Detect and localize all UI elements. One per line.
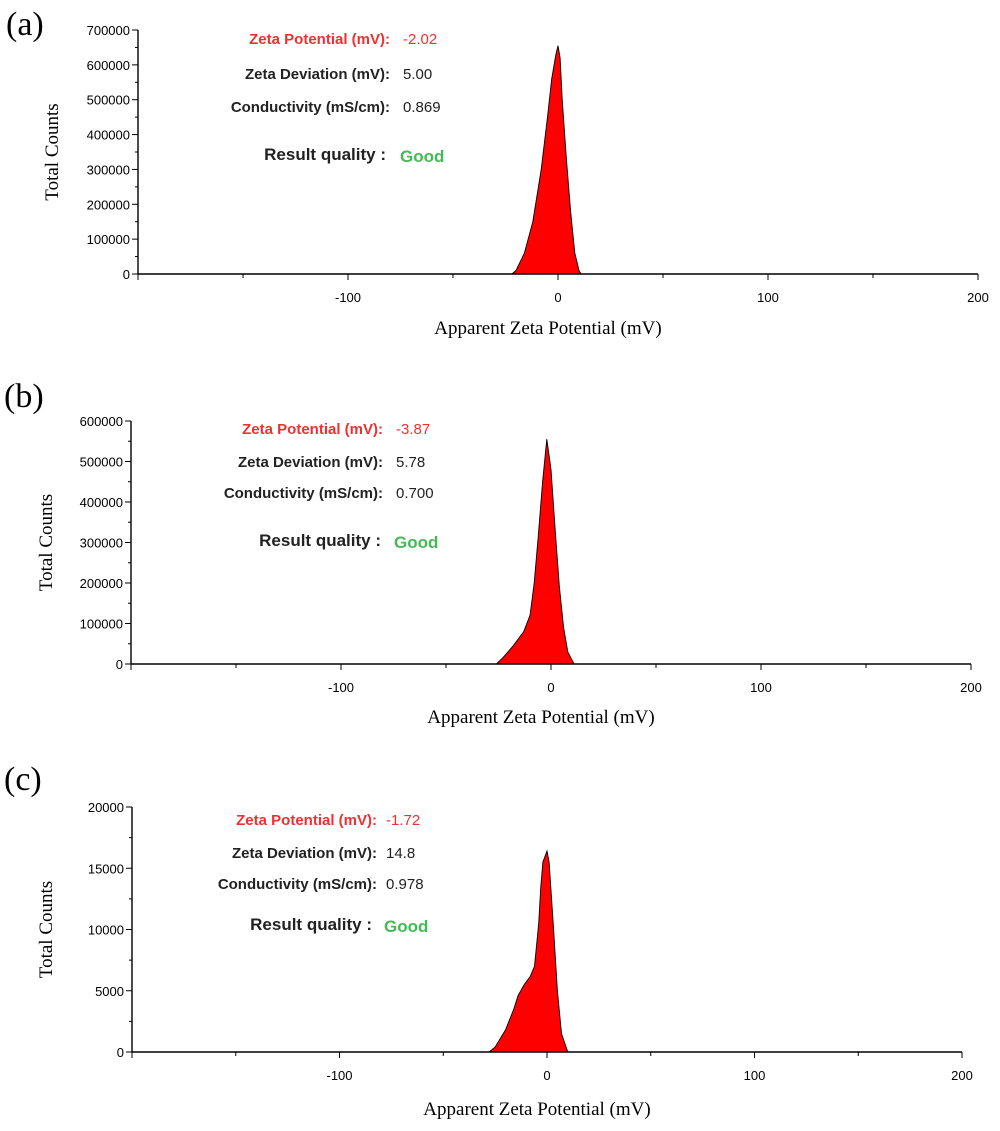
zeta-potential-value: -2.02 [403, 31, 437, 48]
zeta-potential-label: Zeta Potential (mV): [242, 421, 383, 438]
x-tick-label: 200 [960, 680, 982, 695]
x-tick-label: -100 [328, 680, 354, 695]
peak-area [487, 849, 569, 1053]
y-tick-label: 20000 [88, 800, 124, 815]
y-tick-label: 700000 [87, 23, 130, 38]
zeta-deviation-value: 5.00 [403, 66, 432, 83]
x-tick-label: 100 [757, 290, 779, 305]
result-quality-value: Good [384, 917, 428, 936]
y-axis-title: Total Counts [36, 494, 57, 591]
y-tick-label: 0 [116, 657, 123, 672]
x-tick-label: 100 [744, 1068, 766, 1083]
chart-svg: (a) 0 100000 200000 300000 400000 500000 600000… [6, 6, 989, 339]
x-axis-title: Apparent Zeta Potential (mV) [427, 707, 654, 728]
peak-area [510, 45, 582, 275]
x-tick-label: 200 [967, 290, 989, 305]
x-tick-label: 0 [554, 290, 561, 305]
peak-area [495, 439, 575, 665]
panel-c: (c) 0 5000 10000 15000 20000 -100 0 100 200 Appare… [0, 754, 1000, 1131]
conductivity-label: Conductivity (mS/cm): [218, 876, 377, 893]
y-tick-label: 600000 [80, 414, 123, 429]
y-tick-label: 300000 [87, 162, 130, 177]
result-quality-label: Result quality : [264, 145, 386, 164]
zeta-deviation-label: Zeta Deviation (mV): [245, 66, 390, 83]
panel-label: (b) [4, 378, 44, 415]
y-tick-label: 600000 [87, 58, 130, 73]
result-quality-value: Good [394, 533, 438, 552]
x-tick-label: 100 [750, 680, 772, 695]
y-tick-label: 0 [117, 1045, 124, 1060]
y-tick-label: 100000 [87, 232, 130, 247]
conductivity-label: Conductivity (mS/cm): [224, 485, 383, 502]
x-tick-label: 0 [543, 1068, 550, 1083]
y-axis-title: Total Counts [42, 103, 63, 200]
result-quality-label: Result quality : [259, 531, 381, 550]
y-tick-label: 100000 [80, 617, 123, 632]
y-tick-label: 500000 [87, 93, 130, 108]
x-tick-label: -100 [335, 290, 361, 305]
conductivity-value: 0.869 [403, 99, 441, 116]
result-quality-value: Good [400, 147, 444, 166]
conductivity-label: Conductivity (mS/cm): [231, 99, 390, 116]
zeta-potential-value: -3.87 [396, 421, 430, 438]
conductivity-value: 0.700 [396, 485, 434, 502]
result-quality-label: Result quality : [250, 915, 372, 934]
x-tick-label: 200 [951, 1068, 973, 1083]
y-tick-label: 400000 [80, 495, 123, 510]
y-tick-label: 10000 [88, 923, 124, 938]
panel-label: (a) [6, 6, 44, 43]
x-tick-label: 0 [547, 680, 554, 695]
zeta-potential-label: Zeta Potential (mV): [249, 31, 390, 48]
panel-label: (c) [4, 761, 42, 798]
y-tick-label: 15000 [88, 861, 124, 876]
panel-b: (b) 0 100000 200000 300000 400000 500000 600000… [0, 377, 1000, 754]
y-tick-label: 5000 [95, 984, 124, 999]
conductivity-value: 0.978 [386, 876, 424, 893]
chart-svg: (c) 0 5000 10000 15000 20000 -100 0 100 200 Appare… [4, 761, 973, 1120]
chart-svg: (b) 0 100000 200000 300000 400000 500000 600000… [4, 378, 982, 728]
zeta-deviation-label: Zeta Deviation (mV): [238, 454, 383, 471]
y-tick-label: 300000 [80, 536, 123, 551]
x-axis-title: Apparent Zeta Potential (mV) [434, 318, 661, 339]
y-tick-label: 0 [123, 267, 130, 282]
y-tick-label: 200000 [87, 197, 130, 212]
x-tick-label: -100 [326, 1068, 352, 1083]
zeta-deviation-value: 14.8 [386, 845, 415, 862]
zeta-potential-label: Zeta Potential (mV): [236, 812, 377, 829]
x-axis-title: Apparent Zeta Potential (mV) [423, 1099, 650, 1120]
zeta-deviation-value: 5.78 [396, 454, 425, 471]
y-tick-label: 500000 [80, 455, 123, 470]
panel-a: (a) 0 100000 200000 300000 400000 500000 600000… [0, 0, 1000, 377]
zeta-deviation-label: Zeta Deviation (mV): [232, 845, 377, 862]
y-tick-label: 400000 [87, 128, 130, 143]
zeta-potential-value: -1.72 [386, 812, 420, 829]
y-axis-title: Total Counts [36, 881, 57, 978]
y-tick-label: 200000 [80, 576, 123, 591]
